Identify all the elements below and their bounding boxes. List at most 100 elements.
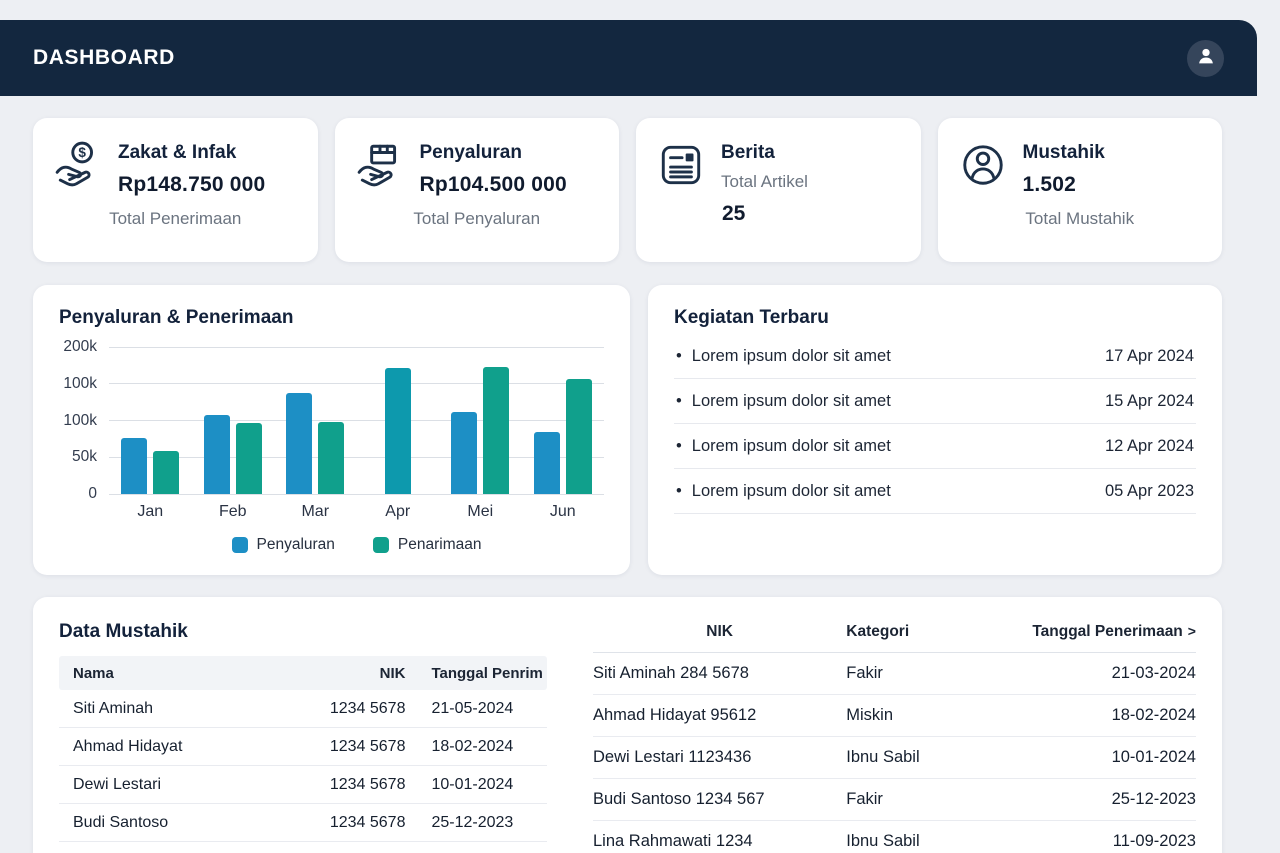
table-cell: Siti Aminah [73,699,154,717]
stat-card-text: Berita Total Artikel [721,140,808,192]
stat-card-value: Rp104.500 000 [419,173,567,196]
mustahik-table-title: Data Mustahik [59,621,188,642]
bar-penyaluran-jun [533,432,560,494]
mustahik-table-section: Data Mustahik Nama NIK Tanggal Penrim Siti … [59,611,547,853]
table-cell-kategori: Ibnu Sabil [846,748,920,766]
chart-legend: Penyaluran Penarimaan [109,536,604,554]
table-cell-tanggal: 10-01-2024 [1111,748,1196,766]
y-axis-tick: 0 [88,485,97,502]
table-cell: 1234 5678 [274,852,406,853]
table-row: Dewi Lestari 1234 5678 10-01-2024 [59,766,547,804]
col-header-nik: NIK [706,622,733,640]
stat-card-footer: Total Mustahik [1025,209,1135,228]
newspaper-icon [656,140,706,190]
col-header-nik: NIK [379,664,406,682]
gridline [109,420,604,421]
activity-date: 15 Apr 2024 [1105,392,1194,410]
stat-card-footer: Total Penyaluran [413,209,541,228]
bar-penyaluran-jan [121,438,148,494]
table-cell-name-nik: Ahmad Hidayat 95612 [593,706,757,724]
col-header-nama: Nama [73,664,114,682]
activity-item: • Lorem ipsum dolor sit amet 17 Apr 2024 [674,334,1196,379]
bar-group-jun [522,347,605,494]
bullet-icon: • [676,437,682,455]
table-cell-name-nik: Lina Rahmawati 1234 [593,832,753,850]
app-header: DASHBOARD [0,20,1257,96]
svg-text:$: $ [78,145,86,160]
bar-group-jan [109,347,192,494]
stat-card-top: Penyaluran Rp104.500 000 [355,140,600,197]
mustahik-table: Nama NIK Tanggal Penrim Siti Aminah 1234 567… [59,656,547,853]
bar-group-mei [439,347,522,494]
legend-label: Penarimaan [397,536,482,553]
sort-chevron-icon[interactable]: > [1187,622,1196,639]
table-cell-kategori: Ibnu Sabil [846,832,920,850]
user-avatar-button[interactable] [1187,39,1224,77]
x-axis-label-jan: Jan [137,503,164,520]
stat-card-penyaluran: Penyaluran Rp104.500 000 Total Penyaluran [334,118,619,262]
activity-text: • Lorem ipsum dolor sit amet [676,347,891,366]
activity-label: Lorem ipsum dolor sit amet [691,392,891,410]
table-cell-name-nik: Budi Santoso 1234 567 [593,790,765,808]
col-header-tanggal-penrim: Tanggal Penrim [431,664,543,682]
bar-penarimaan-feb [235,423,262,494]
table-row: Budi Santoso 1234 567 Fakir 25-12-2023 [593,779,1196,821]
y-axis-tick: 50k [72,448,97,466]
hand-box-icon [355,140,405,190]
chart-card: Penyaluran & Penerimaan 200k 100k 100k 50k 0… [33,285,630,575]
bar-penarimaan-jun [565,378,592,494]
stat-card-title: Berita [721,142,775,163]
user-circle-icon [958,140,1008,190]
table-cell-kategori: Fakir [846,664,883,682]
legend-item-penarimaan: Penarimaan [372,536,482,554]
col-header-tanggal-penerimaan[interactable]: Tanggal Penerimaan > [1032,622,1196,640]
bar-chart: 200k 100k 100k 50k 0 [59,338,605,502]
table-row: Dewi Lestari 1123436 Ibnu Sabil 10-01-2024 [593,737,1196,779]
table-cell: 1234 5678 [329,699,406,717]
detail-table-section: NIK Kategori Tanggal Penerimaan > Siti Amina… [593,611,1196,853]
activity-item: • Lorem ipsum dolor sit amet 05 Apr 2023 [674,469,1196,514]
gridline [109,456,604,458]
stat-card-mustahik: Mustahik 1.502 Total Mustahik [937,118,1222,262]
table-cell-tanggal: 21-03-2024 [1111,664,1196,682]
legend-swatch [231,537,248,553]
bar-group-feb [192,347,275,494]
stat-card-title: Mustahik [1022,142,1105,163]
table-cell-tanggal: 25-12-2023 [1111,790,1196,808]
table-cell: 21-05-2024 [431,699,514,717]
stat-card-title: Zakat & Infak [118,142,237,163]
activity-label: Lorem ipsum dolor sit amet [691,482,891,500]
table-cell: Lina Rahmawati [59,852,274,853]
bar-penarimaan-apr [384,368,411,494]
table-cell: 11-07-2023 [405,852,547,853]
stat-card-top: Berita Total Artikel [656,140,901,192]
activity-date: 17 Apr 2024 [1105,347,1194,365]
stat-card-footer: 25 [722,202,746,225]
y-axis-tick: 100k [63,411,97,429]
y-axis-tick: 200k [63,338,97,355]
x-axis-label-mei: Mei [467,503,494,520]
activities-title: Kegiatan Terbaru [674,307,829,328]
chart-title: Penyaluran & Penerimaan [59,307,294,328]
x-axis-label-apr: Apr [385,503,411,520]
activities-card: Kegiatan Terbaru • Lorem ipsum dolor sit … [648,285,1222,575]
stat-cards-row: $ Zakat & Infak Rp148.750 000 Total Peneri… [33,118,1222,262]
detail-table-header: NIK Kategori Tanggal Penerimaan > [593,611,1196,653]
bullet-icon: • [676,347,682,365]
stat-card-text: Penyaluran Rp104.500 000 [420,140,567,197]
activity-label: Lorem ipsum dolor sit amet [691,437,891,455]
table-cell-kategori: Fakir [846,790,883,808]
stat-card-value: 1.502 [1022,173,1077,196]
stat-card-value: Total Artikel [721,172,808,191]
legend-item-penyaluran: Penyaluran [231,536,335,554]
y-axis-tick: 100k [63,374,97,392]
hand-coin-icon: $ [53,140,103,190]
legend-swatch [372,537,389,553]
bar-penarimaan-mar [318,422,345,494]
stat-card-title: Penyaluran [419,142,522,163]
bar-group-apr [357,347,440,494]
activity-item: • Lorem ipsum dolor sit amet 12 Apr 2024 [674,424,1196,469]
stat-card-text: Zakat & Infak Rp148.750 000 [118,140,265,197]
stat-card-footer: Total Penerimaan [109,209,242,228]
